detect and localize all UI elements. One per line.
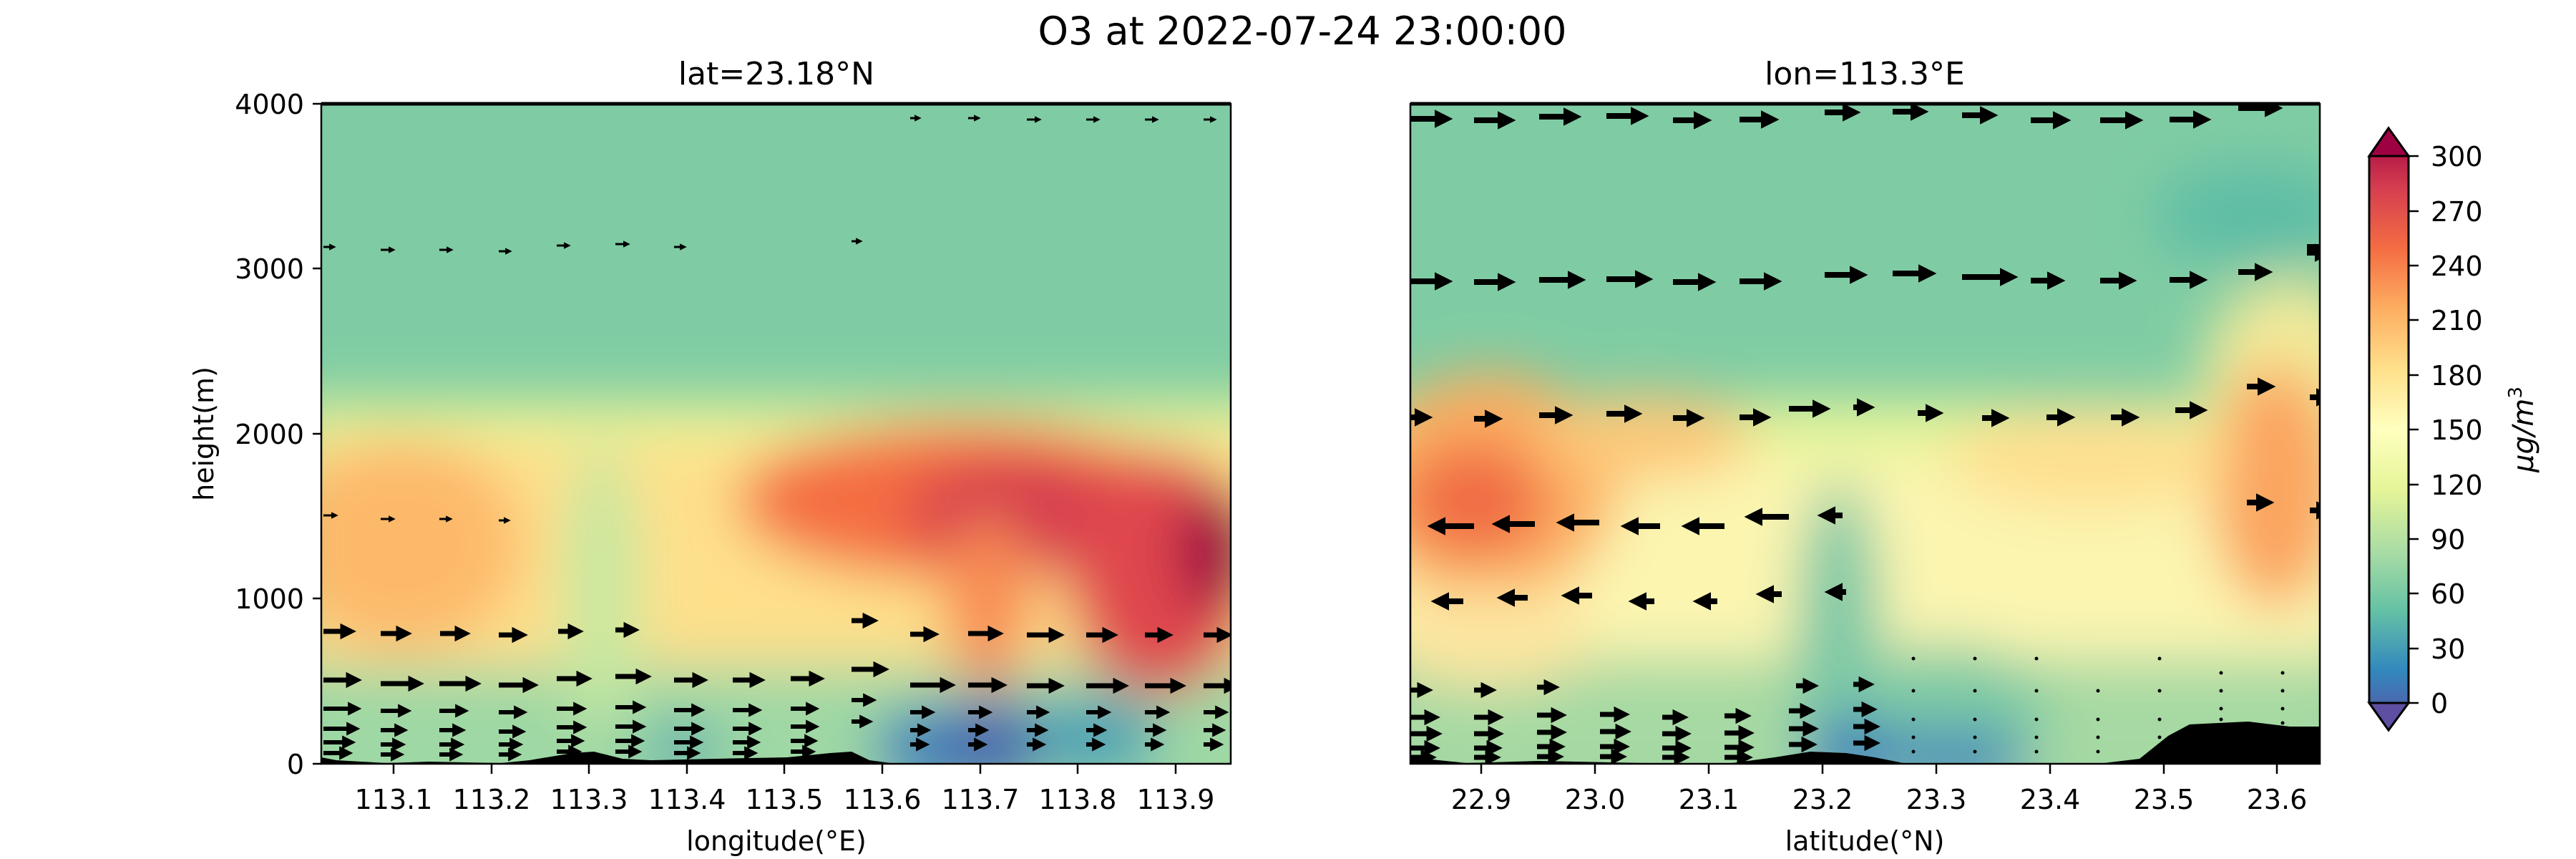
right-xtick-label: 23.4 [2020, 784, 2081, 815]
colorbar-body [2368, 126, 2410, 732]
colorbar-tick: 300 [2431, 141, 2483, 173]
right-terrain [1410, 722, 2320, 764]
right-wind-vectors [1410, 104, 2320, 764]
colorbar-label: μg/m3 [2505, 387, 2540, 473]
left-xtick-label: 113.8 [1039, 784, 1117, 815]
colorbar-tick: 240 [2431, 251, 2483, 282]
left-ytick-3000: 3000 [235, 253, 304, 285]
right-panel: lon=113.3°E [1409, 56, 2321, 857]
left-xtick-label: 113.1 [355, 784, 433, 815]
left-xlabel: longitude(°E) [686, 825, 867, 857]
left-wind-vectors [323, 115, 1231, 762]
right-xtick-label: 23.3 [1906, 784, 1967, 815]
right-panel-title: lon=113.3°E [1765, 56, 1965, 92]
right-xtick-label: 23.1 [1679, 784, 1740, 815]
left-ytick-1000: 1000 [235, 583, 304, 615]
left-x-axis: 113.1 113.2 113.3 113.4 113.5 113.6 113.… [355, 764, 1215, 857]
left-contour-field [321, 104, 1231, 764]
left-panel-title: lat=23.18°N [678, 56, 874, 92]
right-xtick-label: 23.0 [1565, 784, 1626, 815]
right-xlabel: latitude(°N) [1785, 825, 1945, 857]
colorbar-tick: 180 [2431, 360, 2483, 392]
right-xtick-label: 23.2 [1792, 784, 1853, 815]
colorbar-tick: 90 [2431, 524, 2465, 555]
left-ytick-0: 0 [287, 749, 304, 780]
right-contour-field [1410, 104, 2320, 764]
left-xtick-label: 113.9 [1137, 784, 1215, 815]
left-ytick-4000: 4000 [235, 89, 304, 120]
colorbar-tick: 30 [2431, 634, 2465, 665]
right-xtick-label: 23.5 [2134, 784, 2195, 815]
right-weak-vectors [1911, 656, 2285, 754]
left-xtick-label: 113.6 [844, 784, 922, 815]
left-xtick-label: 113.3 [550, 784, 628, 815]
left-ytick-2000: 2000 [235, 419, 304, 450]
colorbar-tick: 120 [2431, 470, 2483, 501]
right-xtick-label: 22.9 [1451, 784, 1512, 815]
left-ylabel: height(m) [188, 367, 220, 501]
left-xtick-label: 113.5 [746, 784, 824, 815]
left-xtick-label: 113.7 [942, 784, 1020, 815]
left-y-axis: 0 1000 2000 3000 4000 height(m) [188, 89, 321, 780]
left-xtick-label: 113.2 [453, 784, 531, 815]
colorbar-tick: 270 [2431, 196, 2483, 228]
right-x-axis: 22.9 23.0 23.1 23.2 23.3 23.4 23.5 23.6 … [1451, 764, 2308, 857]
right-xtick-label: 23.6 [2247, 784, 2308, 815]
left-terrain [321, 752, 897, 764]
colorbar-tick: 150 [2431, 414, 2483, 446]
colorbar-tick: 210 [2431, 305, 2483, 336]
left-panel: lat=23.18°N [188, 56, 1232, 857]
colorbar-tick: 0 [2431, 688, 2448, 719]
colorbar-tick: 60 [2431, 578, 2465, 610]
figure-suptitle: O3 at 2022-07-24 23:00:00 [1038, 9, 1567, 54]
left-xtick-label: 113.4 [648, 784, 726, 815]
colorbar: 0 30 60 90 120 150 180 210 240 270 300 μ… [2367, 126, 2540, 732]
